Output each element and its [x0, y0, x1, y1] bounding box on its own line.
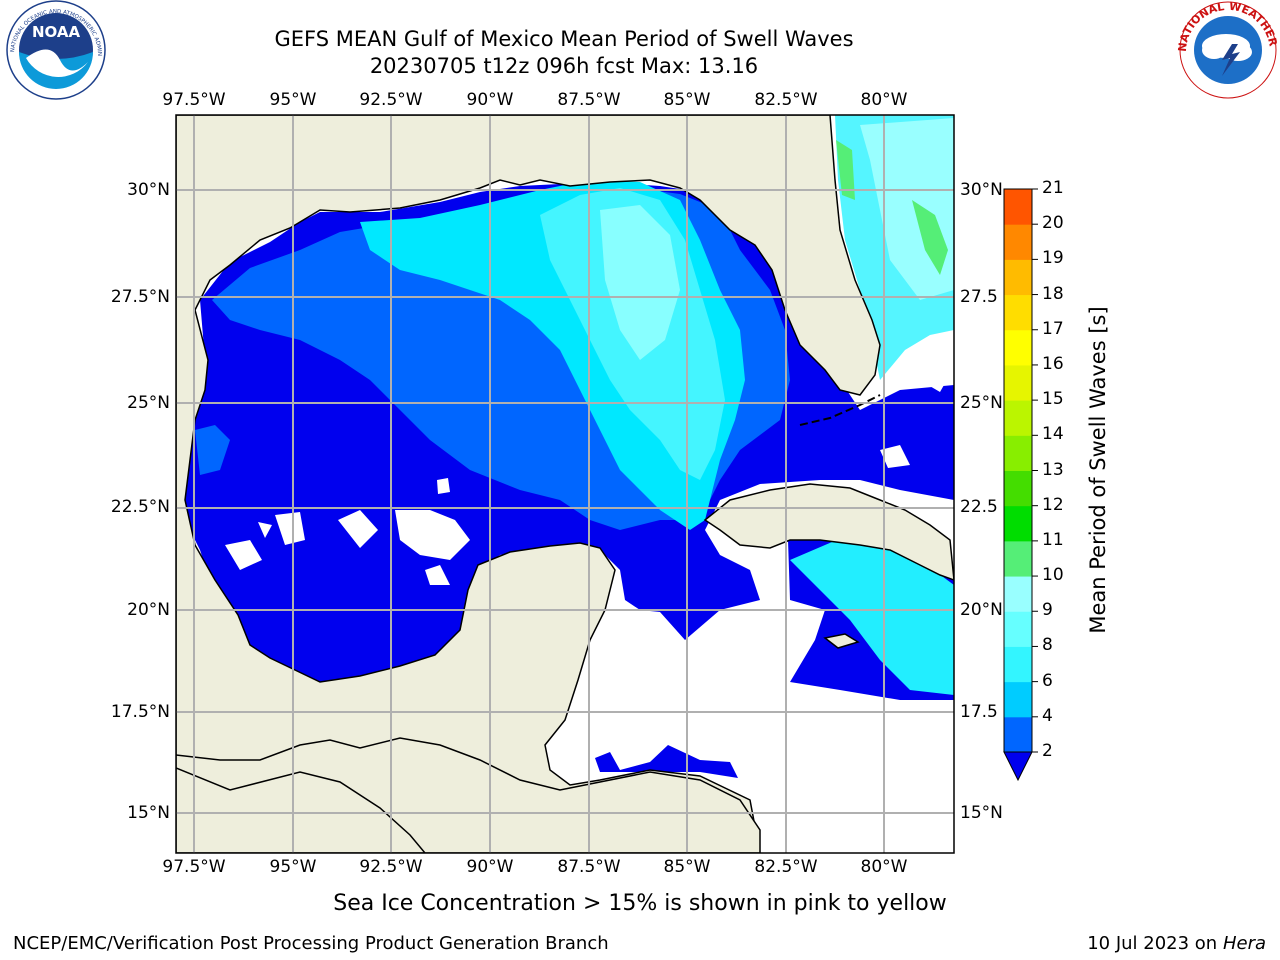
lat-label-right-27-5: 27.5: [960, 287, 998, 307]
colorbar-segment: [1004, 646, 1032, 683]
noaa-logo: NOAA NATIONAL OCEANIC AND ATMOSPHERIC AD…: [0, 0, 106, 100]
footer-date-text: 10 Jul 2023 on: [1087, 933, 1223, 954]
colorbar-frame: [1003, 188, 1033, 753]
lat-label-right-25n: 25°N: [960, 393, 1003, 413]
colorbar-segment: [1004, 400, 1032, 436]
swell-region-honduras: [595, 745, 738, 778]
colorbar-tick-label: 14: [1042, 424, 1064, 445]
lon-label-top-82-5w: 82.5°W: [754, 90, 818, 110]
map-gridlines: [176, 115, 954, 853]
colorbar-label: Mean Period of Swell Waves [s]: [1086, 306, 1110, 634]
colorbar-tick-label: 20: [1042, 213, 1064, 234]
footer-host: Hera: [1222, 933, 1266, 954]
colorbar-segment: [1004, 470, 1032, 507]
map-frame: [175, 114, 955, 854]
lon-label-bottom-85w: 85°W: [663, 857, 711, 877]
footer-date: 10 Jul 2023 on Hera: [1087, 933, 1266, 954]
colorbar-segment: [1004, 576, 1032, 612]
lon-label-bottom-97-5w: 97.5°W: [162, 857, 226, 877]
colorbar-segment: [1004, 505, 1032, 542]
colorbar-tick-label: 6: [1042, 670, 1053, 691]
colorbar-tick-label: 12: [1042, 494, 1064, 515]
chart-subtitle: 20230705 t12z 096h fcst Max: 13.16: [369, 54, 759, 78]
swell-region-caribbean-cyan: [790, 530, 954, 695]
lon-label-bottom-90w: 90°W: [466, 857, 514, 877]
colorbar-segment: [1004, 259, 1032, 296]
lat-label-left-20n: 20°N: [127, 600, 170, 620]
svg-text:NATIONAL WEATHER SERVICE: NATIONAL WEATHER SERVICE: [0, 0, 1280, 52]
colorbar-tick-label: 4: [1042, 705, 1053, 726]
chart-title: GEFS MEAN Gulf of Mexico Mean Period of …: [274, 27, 854, 51]
colorbar-segment: [1004, 189, 1032, 225]
colorbar-tick-label: 9: [1042, 600, 1053, 621]
colorbar-tick-label: 15: [1042, 389, 1064, 410]
footer-credit: NCEP/EMC/Verification Post Processing Pr…: [13, 933, 609, 954]
land-jamaica: [823, 633, 860, 649]
swell-region-2-4s-west: [195, 425, 230, 475]
colorbar-tick-label: 18: [1042, 283, 1064, 304]
lat-label-right-30n: 30°N: [960, 180, 1003, 200]
colorbar-tick-label: 13: [1042, 459, 1064, 480]
colorbar-tick-label: 10: [1042, 565, 1064, 586]
colorbar-tick-label: 11: [1042, 529, 1064, 550]
lat-label-left-30n: 30°N: [127, 180, 170, 200]
colorbar-tick-label: 8: [1042, 635, 1053, 656]
lat-label-left-25n: 25°N: [127, 393, 170, 413]
colorbar: [1003, 188, 1038, 782]
colorbar-under-arrow: [1003, 751, 1033, 782]
colorbar-tick-label: 19: [1042, 248, 1064, 269]
lon-label-top-80w: 80°W: [860, 90, 908, 110]
nws-logo: NATIONAL WEATHER SERVICE: [0, 0, 1280, 99]
lon-label-top-90w: 90°W: [466, 90, 514, 110]
colorbar-segment: [1004, 329, 1032, 366]
lat-label-left-17-5n: 17.5°N: [110, 702, 170, 722]
colorbar-segment: [1004, 435, 1032, 471]
lat-label-right-22-5: 22.5: [960, 497, 998, 517]
lon-label-bottom-92-5w: 92.5°W: [359, 857, 423, 877]
lon-label-top-87-5w: 87.5°W: [557, 90, 621, 110]
colorbar-tick-label: 21: [1042, 178, 1064, 198]
colorbar-tick-label: 16: [1042, 353, 1064, 374]
lat-label-right-15n: 15°N: [960, 803, 1003, 823]
lon-label-bottom-95w: 95°W: [269, 857, 317, 877]
lat-label-left-15n: 15°N: [127, 803, 170, 823]
lat-label-left-22-5n: 22.5°N: [110, 497, 170, 517]
colorbar-segment: [1004, 611, 1032, 647]
colorbar-segment: [1004, 224, 1032, 260]
lon-label-top-97-5w: 97.5°W: [162, 90, 226, 110]
lon-label-top-92-5w: 92.5°W: [359, 90, 423, 110]
lon-label-top-85w: 85°W: [663, 90, 711, 110]
noaa-logo-text: NOAA: [32, 23, 81, 41]
swell-region-8-9s: [600, 205, 680, 360]
lat-label-right-20n: 20°N: [960, 600, 1003, 620]
lat-label-right-17-5: 17.5: [960, 702, 998, 722]
land-florida-keys: [799, 394, 881, 426]
lon-label-bottom-87-5w: 87.5°W: [557, 857, 621, 877]
missing-data-holes: [225, 370, 948, 585]
swell-region-atlantic-green: [836, 140, 948, 275]
colorbar-tick-label: 17: [1042, 318, 1064, 339]
map-area: [176, 115, 954, 853]
colorbar-tick-label: 2: [1042, 741, 1053, 761]
lat-label-left-27-5n: 27.5°N: [110, 287, 170, 307]
land-pacific-coast: [176, 737, 761, 853]
sea-ice-note: Sea Ice Concentration > 15% is shown in …: [333, 891, 947, 916]
colorbar-segment: [1004, 294, 1032, 331]
lon-label-top-95w: 95°W: [269, 90, 317, 110]
lon-label-bottom-80w: 80°W: [860, 857, 908, 877]
colorbar-segment: [1004, 681, 1032, 718]
colorbar-segment: [1004, 716, 1032, 753]
lon-label-bottom-82-5w: 82.5°W: [754, 857, 818, 877]
colorbar-segment: [1004, 540, 1032, 577]
colorbar-segment: [1004, 364, 1032, 401]
